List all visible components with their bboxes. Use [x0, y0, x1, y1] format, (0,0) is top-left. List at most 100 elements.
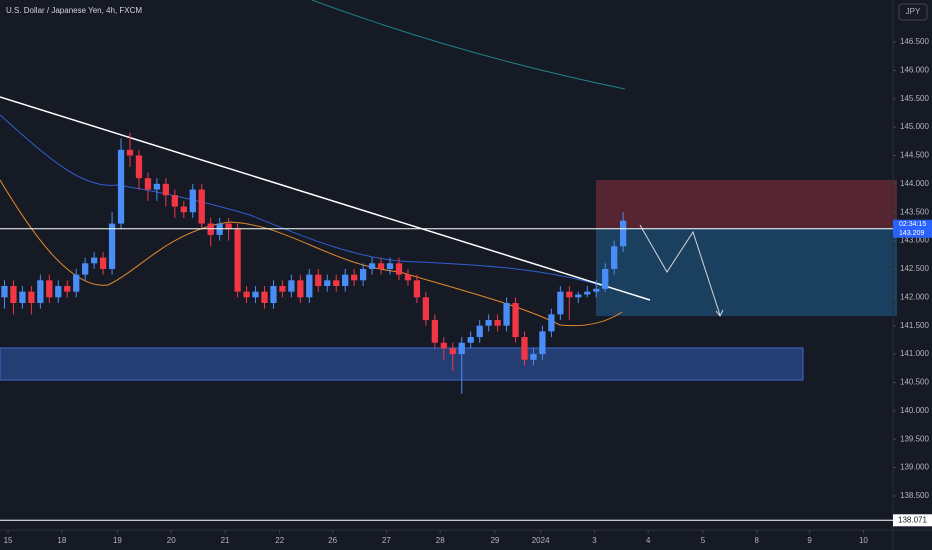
- x-tick-label: 28: [436, 536, 445, 545]
- candle-body: [557, 291, 564, 315]
- candle-body: [46, 280, 53, 298]
- candle-body: [449, 348, 456, 355]
- candle-body: [198, 189, 205, 224]
- candle-body: [73, 274, 80, 292]
- drawings: [0, 0, 897, 381]
- y-tick-label: 139.500: [900, 434, 929, 443]
- current-price-label: 143.209: [899, 230, 924, 237]
- candle-body: [306, 274, 313, 298]
- candle-body: [359, 268, 367, 281]
- chart-title: U.S. Dollar / Japanese Yen, 4h, FXCM: [6, 6, 142, 15]
- candle-body: [234, 229, 241, 292]
- candle-body: [575, 294, 582, 298]
- candle-body: [126, 149, 134, 156]
- x-tick-label: 27: [382, 536, 391, 545]
- candle-body: [602, 268, 609, 289]
- candle-body: [225, 223, 232, 230]
- candle-body: [440, 342, 447, 349]
- candle-body: [144, 178, 152, 190]
- y-tick-label: 138.500: [900, 491, 929, 500]
- candle-body: [377, 263, 385, 269]
- candle-body: [611, 246, 618, 269]
- candle-body: [458, 342, 465, 355]
- y-tick-label: 140.500: [900, 378, 929, 387]
- candle-body: [324, 280, 331, 286]
- candle-body: [55, 285, 62, 298]
- y-tick-label: 140.000: [900, 406, 929, 415]
- x-tick-label: 21: [221, 536, 230, 545]
- candle-body: [189, 189, 196, 213]
- y-tick-label: 146.000: [900, 65, 929, 74]
- long-ma: [311, 0, 626, 90]
- projection-arrow: [639, 224, 721, 316]
- candle-body: [476, 325, 483, 338]
- candle-body: [99, 257, 107, 269]
- y-tick-label: 145.000: [900, 122, 929, 131]
- candle-body: [1, 285, 8, 298]
- candle-body: [37, 280, 44, 304]
- y-tick-label: 142.000: [900, 292, 929, 301]
- candle-body: [207, 223, 214, 235]
- candle-body: [584, 291, 591, 295]
- x-tick-label: 3: [592, 536, 597, 545]
- low-price-label: 138.071: [898, 515, 927, 524]
- candle-body: [261, 291, 268, 304]
- y-tick-label: 146.500: [900, 37, 929, 46]
- candle-body: [467, 337, 474, 343]
- candle-body: [216, 223, 223, 235]
- candle-body: [243, 291, 250, 298]
- support-zone: [0, 347, 804, 381]
- currency-button[interactable]: [898, 3, 928, 21]
- candle-body: [539, 331, 546, 355]
- y-tick-label: 141.000: [900, 349, 929, 358]
- ma-blue: [0, 114, 601, 286]
- stop-zone: [596, 180, 897, 228]
- arrow-head: [715, 309, 724, 317]
- y-tick-label: 145.500: [900, 94, 929, 103]
- candle-body: [530, 354, 537, 360]
- candle-body: [503, 303, 510, 326]
- candle-body: [315, 274, 322, 286]
- candle-body: [368, 263, 376, 269]
- candle-body: [108, 223, 116, 269]
- candle-body: [333, 280, 340, 286]
- countdown: 02:34:15: [899, 221, 926, 228]
- x-tick-label: 22: [275, 536, 284, 545]
- candle-body: [270, 285, 277, 304]
- low-price-box: [893, 514, 932, 527]
- candle-body: [395, 263, 403, 275]
- x-tick-label: 2024: [532, 536, 550, 545]
- candle-body: [135, 155, 143, 179]
- y-tick-label: 143.000: [900, 236, 929, 245]
- y-tick-label: 141.500: [900, 321, 929, 330]
- candle-body: [252, 291, 259, 298]
- candle-body: [91, 257, 98, 264]
- x-tick-label: 20: [167, 536, 176, 545]
- candle-body: [413, 280, 421, 298]
- candle-body: [171, 195, 178, 207]
- y-tick-label: 144.500: [900, 151, 929, 160]
- candle-body: [521, 337, 528, 360]
- candle-body: [593, 288, 600, 292]
- candle-body: [351, 274, 358, 281]
- trendline: [0, 96, 651, 301]
- currency-label: JPY: [906, 7, 921, 16]
- candle-body: [279, 285, 286, 292]
- y-tick-label: 143.500: [900, 207, 929, 216]
- countdown-box: [893, 219, 932, 238]
- candle-body: [342, 274, 349, 286]
- candle-body: [288, 280, 295, 292]
- candle-body: [431, 320, 438, 343]
- candle-body: [485, 320, 492, 326]
- x-tick-label: 10: [859, 536, 868, 545]
- candle-body: [180, 206, 187, 213]
- candle-body: [19, 291, 26, 304]
- x-tick-label: 5: [701, 536, 706, 545]
- y-tick-label: 144.000: [900, 179, 929, 188]
- x-tick-label: 19: [113, 536, 122, 545]
- candle-body: [422, 297, 430, 321]
- candle-body: [566, 291, 573, 298]
- x-tick-label: 9: [807, 536, 812, 545]
- candle-body: [64, 285, 71, 292]
